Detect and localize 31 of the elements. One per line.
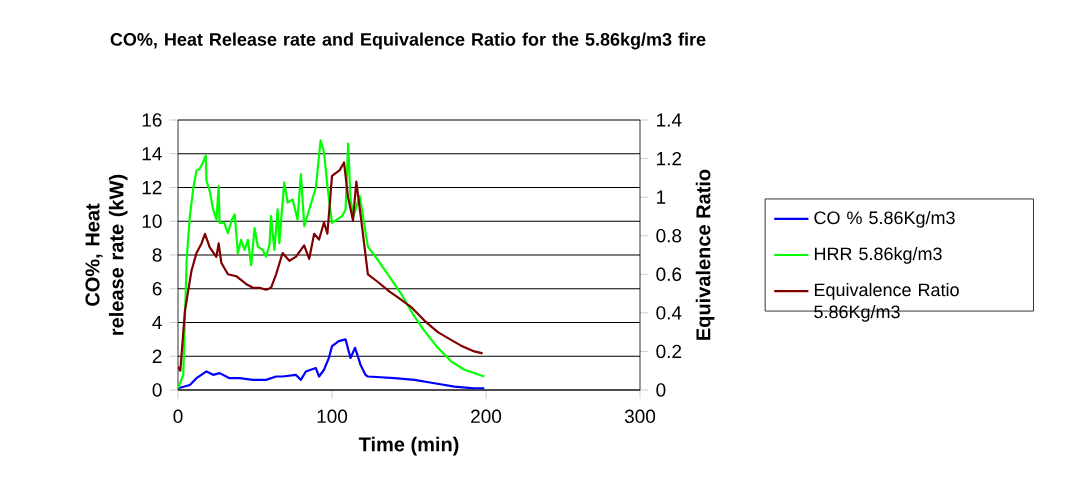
x-tick-label: 300: [624, 409, 656, 424]
x-tick-label: 100: [317, 409, 348, 424]
legend-label: CO % 5.86Kg/m3: [814, 210, 955, 228]
y2-tick-label: 0: [656, 383, 666, 397]
y2-tick-label: 1.2: [657, 151, 682, 166]
y2-tick-label: 0.4: [656, 306, 682, 320]
y-tick-label: 12: [142, 180, 162, 195]
y2-tick-label: 0.6: [656, 267, 682, 282]
y2-tick-label: 0.8: [656, 228, 682, 243]
x-tick-label: 0: [173, 409, 183, 424]
legend-label: Equivalence Ratio 5.86Kg/m3: [814, 283, 959, 322]
y-axis-title: CO%, Heat release rate (kW): [85, 174, 128, 335]
y-tick-label: 16: [142, 113, 162, 127]
x-tick-label: 200: [471, 409, 502, 424]
line-series: [178, 139, 486, 390]
y-tick-label: 10: [142, 214, 162, 228]
y-tick-label: 4: [152, 315, 162, 330]
y-tick-label: 0: [152, 383, 162, 397]
y-tick-label: 8: [152, 248, 162, 262]
y2-axis-title: Equivalence Ratio: [695, 169, 715, 340]
line-series: [178, 338, 486, 390]
y2-tick-label: 1.4: [657, 113, 682, 127]
chart-title: CO%, Heat Release rate and Equivalence Ratio for the 5.86kg/m3 fire: [110, 32, 706, 50]
y-tick-label: 2: [152, 349, 162, 363]
y2-tick-label: 1: [657, 190, 666, 204]
line-series: [178, 161, 484, 372]
x-axis-title: Time (min): [358, 436, 459, 456]
y-tick-label: 14: [142, 147, 162, 161]
y-tick-label: 6: [152, 282, 162, 296]
legend-label: HRR 5.86kg/m3: [814, 246, 942, 264]
y2-tick-label: 0.2: [656, 344, 682, 359]
